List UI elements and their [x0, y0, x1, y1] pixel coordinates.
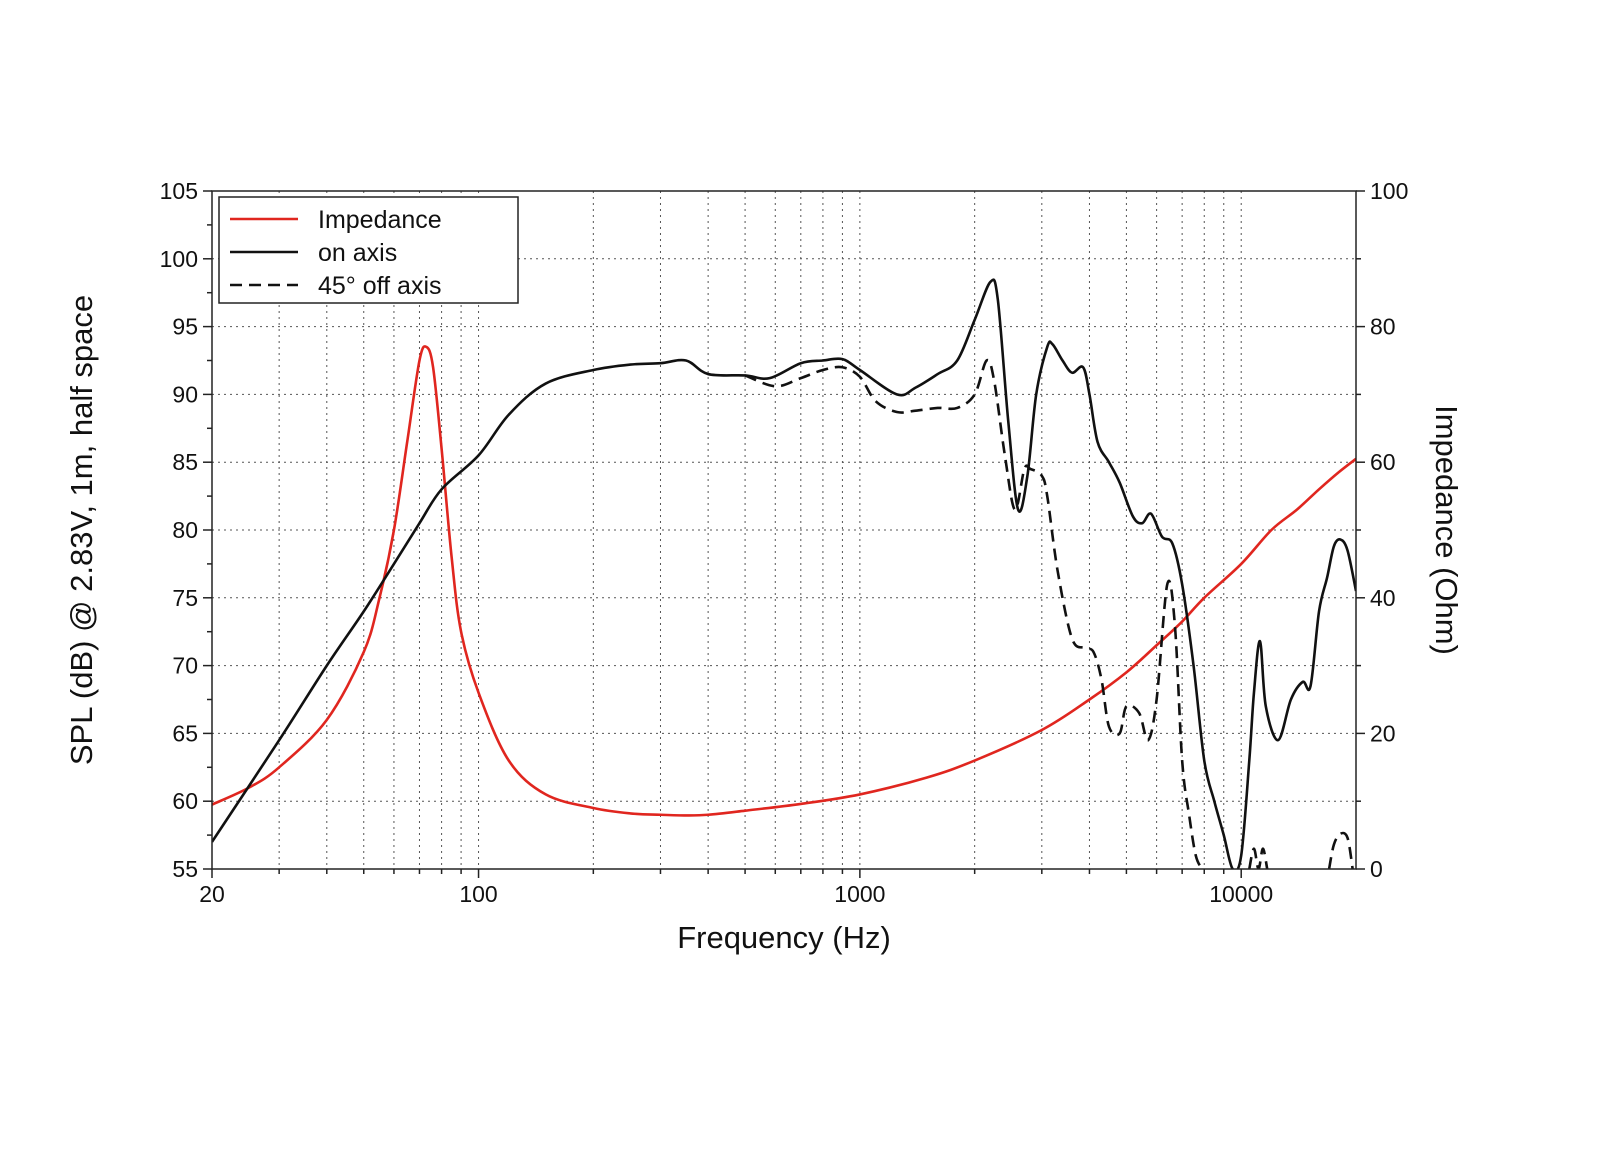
y-tick-label-left: 95 — [172, 314, 198, 340]
y-tick-label-left: 85 — [172, 449, 198, 475]
legend: Impedance on axis 45° off axis — [218, 196, 519, 304]
y-tick-label-left: 70 — [172, 653, 198, 679]
y-tick-label-right: 40 — [1370, 585, 1396, 611]
legend-label-impedance: Impedance — [318, 206, 442, 234]
y-tick-label-right: 60 — [1370, 449, 1396, 475]
series-layer — [212, 278, 1356, 869]
y-tick-label-left: 75 — [172, 585, 198, 611]
x-axis-title: Frequency (Hz) — [677, 920, 891, 955]
x-tick-label: 10000 — [1209, 881, 1273, 907]
tick-labels: 55 60 65 70 75 80 85 90 95 100 105 0 20 40 60 80 100 20 10… — [160, 178, 1409, 907]
series-line-45-off-axis — [1248, 847, 1269, 869]
y-tick-label-right: 80 — [1370, 314, 1396, 340]
legend-label-off-axis: 45° off axis — [318, 272, 442, 300]
x-tick-label: 100 — [459, 881, 497, 907]
y-tick-label-left: 90 — [172, 381, 198, 407]
y-tick-label-left: 55 — [172, 856, 198, 882]
series-line-45-off-axis — [744, 358, 1204, 869]
x-tick-label: 1000 — [834, 881, 885, 907]
y-axis-title-left: SPL (dB) @ 2.83V, 1m, half space — [64, 295, 99, 765]
y-axis-title-right: Impedance (Ohm) — [1429, 405, 1464, 655]
y-tick-label-right: 20 — [1370, 720, 1396, 746]
y-tick-label-left: 105 — [160, 178, 198, 204]
x-tick-label: 20 — [199, 881, 225, 907]
y-tick-label-right: 0 — [1370, 856, 1383, 882]
y-tick-label-left: 80 — [172, 517, 198, 543]
series-line-on-axis — [212, 278, 1356, 869]
grid — [212, 191, 1356, 869]
series-line-impedance — [212, 345, 1356, 817]
y-tick-label-left: 60 — [172, 788, 198, 814]
legend-label-on-axis: on axis — [318, 239, 397, 267]
y-tick-label-left: 100 — [160, 246, 198, 272]
y-tick-label-left: 65 — [172, 720, 198, 746]
series-line-45-off-axis — [1327, 831, 1354, 869]
ticks — [203, 190, 1365, 878]
y-tick-label-right: 100 — [1370, 178, 1408, 204]
